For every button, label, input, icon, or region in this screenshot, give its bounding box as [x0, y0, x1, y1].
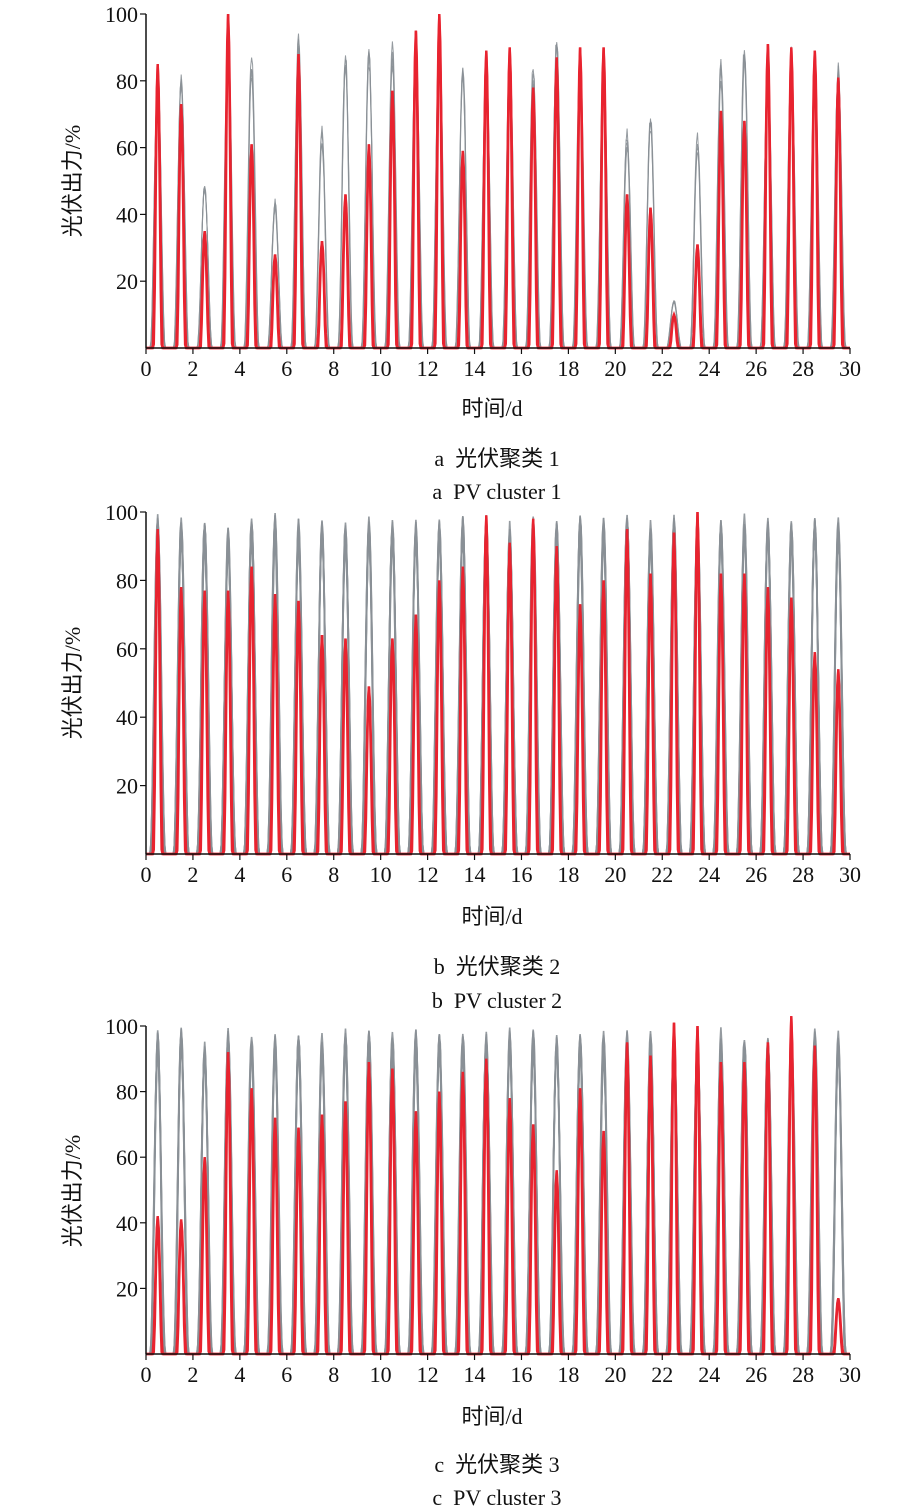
x-tick-label: 22 [651, 862, 673, 887]
caption-english: b PV cluster 2 [432, 988, 562, 1013]
x-tick-label: 14 [464, 862, 486, 887]
x-tick-label: 2 [187, 356, 198, 381]
x-tick-label: 30 [839, 1362, 861, 1387]
x-tick-label: 2 [187, 862, 198, 887]
x-tick-label: 0 [141, 862, 152, 887]
x-tick-label: 30 [839, 862, 861, 887]
y-tick-label: 20 [116, 774, 138, 799]
x-tick-label: 12 [417, 1362, 439, 1387]
x-tick-label: 26 [745, 862, 767, 887]
x-tick-label: 28 [792, 862, 814, 887]
x-tick-label: 0 [141, 356, 152, 381]
caption-chinese: c 光伏聚类 3 [434, 1452, 559, 1477]
x-tick-label: 14 [464, 356, 486, 381]
x-tick-label: 24 [698, 1362, 720, 1387]
x-tick-label: 24 [698, 862, 720, 887]
y-tick-label: 40 [116, 1211, 138, 1236]
x-tick-label: 28 [792, 356, 814, 381]
y-tick-label: 20 [116, 269, 138, 294]
x-tick-label: 10 [370, 356, 392, 381]
x-tick-label: 6 [281, 356, 292, 381]
x-tick-label: 8 [328, 1362, 339, 1387]
x-tick-label: 22 [651, 356, 673, 381]
x-tick-label: 8 [328, 862, 339, 887]
member-series-line [146, 514, 850, 855]
axes [140, 511, 851, 860]
y-tick-label: 80 [116, 1080, 138, 1105]
x-tick-label: 2 [187, 1362, 198, 1387]
y-tick-label: 60 [116, 136, 138, 161]
x-tick-label: 16 [510, 862, 532, 887]
axes [140, 13, 851, 354]
x-tick-label: 4 [234, 356, 245, 381]
x-tick-label: 20 [604, 356, 626, 381]
y-tick-label: 80 [116, 69, 138, 94]
x-tick-label: 18 [557, 1362, 579, 1387]
x-tick-label: 16 [510, 1362, 532, 1387]
caption-chinese: a 光伏聚类 1 [434, 446, 559, 471]
x-axis-title: 时间/d [461, 1404, 522, 1429]
cluster-center-line [146, 1016, 850, 1356]
x-axis-title: 时间/d [461, 904, 522, 929]
x-tick-label: 16 [510, 356, 532, 381]
x-tick-label: 6 [281, 1362, 292, 1387]
x-tick-label: 6 [281, 862, 292, 887]
member-series-line [146, 512, 850, 855]
y-tick-label: 40 [116, 705, 138, 730]
y-tick-label: 100 [105, 2, 138, 27]
x-axis-title: 时间/d [461, 396, 522, 421]
x-tick-label: 0 [141, 1362, 152, 1387]
member-series-line [146, 513, 850, 855]
y-tick-label: 100 [105, 500, 138, 525]
plot-lines [146, 1016, 850, 1356]
cluster-center-line [146, 511, 850, 856]
y-tick-label: 20 [116, 1276, 138, 1301]
x-tick-label: 22 [651, 1362, 673, 1387]
y-tick-label: 60 [116, 637, 138, 662]
member-series-line [146, 31, 850, 349]
x-tick-label: 20 [604, 1362, 626, 1387]
y-tick-label: 100 [105, 1014, 138, 1039]
y-axis-title: 光伏出力/% [60, 125, 85, 237]
x-tick-label: 12 [417, 862, 439, 887]
cluster-center-line [146, 511, 850, 856]
member-series-line [146, 515, 850, 855]
x-tick-label: 18 [557, 356, 579, 381]
x-tick-label: 20 [604, 862, 626, 887]
y-tick-label: 40 [116, 202, 138, 227]
x-tick-label: 12 [417, 356, 439, 381]
x-tick-label: 24 [698, 356, 720, 381]
x-tick-label: 14 [464, 1362, 486, 1387]
x-tick-label: 28 [792, 1362, 814, 1387]
x-tick-label: 10 [370, 862, 392, 887]
x-tick-label: 26 [745, 1362, 767, 1387]
x-tick-label: 4 [234, 1362, 245, 1387]
y-axis-title: 光伏出力/% [60, 627, 85, 739]
caption-english: a PV cluster 1 [432, 479, 561, 504]
x-tick-label: 8 [328, 356, 339, 381]
y-tick-label: 60 [116, 1145, 138, 1170]
axes [140, 1025, 851, 1360]
x-tick-label: 26 [745, 356, 767, 381]
x-tick-label: 4 [234, 862, 245, 887]
x-tick-label: 30 [839, 356, 861, 381]
x-tick-label: 18 [557, 862, 579, 887]
plot-lines [146, 13, 850, 350]
member-series-line [146, 514, 850, 855]
y-tick-label: 80 [116, 568, 138, 593]
y-axis-title: 光伏出力/% [60, 1135, 85, 1247]
caption-english: c PV cluster 3 [432, 1485, 561, 1510]
caption-chinese: b 光伏聚类 2 [434, 954, 561, 979]
x-tick-label: 10 [370, 1362, 392, 1387]
plot-lines [146, 511, 850, 856]
member-series-line [146, 39, 850, 349]
